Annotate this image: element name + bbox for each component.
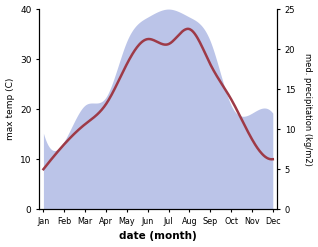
X-axis label: date (month): date (month) <box>119 231 197 242</box>
Y-axis label: max temp (C): max temp (C) <box>5 78 15 140</box>
Y-axis label: med. precipitation (kg/m2): med. precipitation (kg/m2) <box>303 53 313 165</box>
